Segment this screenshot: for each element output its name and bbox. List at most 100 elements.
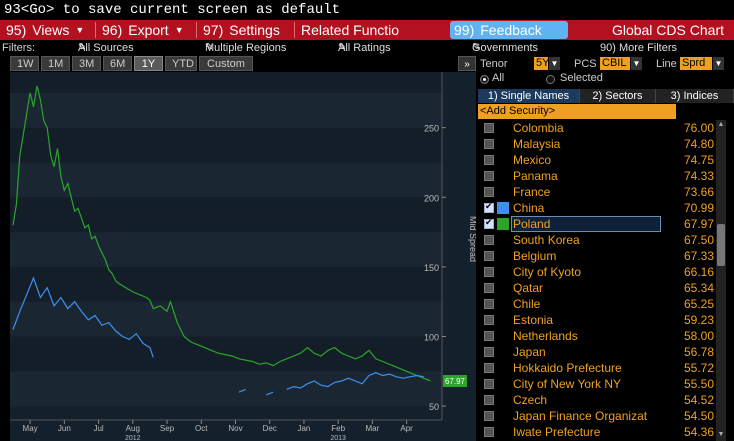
range-tab-1y[interactable]: 1Y xyxy=(134,56,163,71)
list-item[interactable]: Iwate Prefecture 54.36 xyxy=(478,424,716,440)
row-checkbox[interactable] xyxy=(484,201,494,213)
views-menu-label: Views xyxy=(32,22,70,38)
y-tick-label: 50 xyxy=(429,402,439,412)
series-color-swatch[interactable] xyxy=(497,202,509,214)
row-checkbox[interactable] xyxy=(484,379,494,389)
pcs-dropdown[interactable]: CBIL xyxy=(600,57,630,70)
row-checkbox[interactable] xyxy=(484,171,494,181)
pcs-label: PCS xyxy=(574,58,597,70)
row-checkbox[interactable] xyxy=(484,123,494,133)
row-checkbox[interactable] xyxy=(484,155,494,165)
row-checkbox[interactable] xyxy=(484,411,494,421)
range-tab-custom[interactable]: Custom xyxy=(199,56,253,71)
list-item[interactable]: Netherlands 58.00 xyxy=(478,328,716,344)
command-line[interactable]: 93<Go> to save current screen as default xyxy=(0,0,734,20)
chevron-down-icon[interactable]: ▼ xyxy=(549,57,560,70)
list-item[interactable]: Japan Finance Organizat 54.50 xyxy=(478,408,716,424)
x-tick-label: Oct xyxy=(195,424,208,433)
selected-radio[interactable] xyxy=(546,75,555,84)
list-item[interactable]: City of New York NY 55.50 xyxy=(478,376,716,392)
row-value: 58.00 xyxy=(683,329,714,343)
list-item[interactable]: Colombia 76.00 xyxy=(478,120,716,136)
more-filters-button[interactable]: 90) More Filters xyxy=(600,42,678,54)
range-tab-3m[interactable]: 3M xyxy=(72,56,101,71)
row-name: City of Kyoto xyxy=(513,265,582,279)
y-tick-label: 150 xyxy=(424,263,439,273)
range-tab-1m[interactable]: 1M xyxy=(41,56,70,71)
row-checkbox[interactable] xyxy=(484,235,494,245)
list-item[interactable]: Mexico 74.75 xyxy=(478,152,716,168)
range-tab-ytd[interactable]: YTD xyxy=(165,56,197,71)
all-radio[interactable] xyxy=(480,75,489,84)
chevron-down-icon[interactable]: ▼ xyxy=(631,57,642,70)
chart-band xyxy=(10,371,442,407)
row-checkbox[interactable] xyxy=(484,427,494,437)
list-item[interactable]: Hokkaido Prefecture 55.72 xyxy=(478,360,716,376)
tenor-dropdown[interactable]: 5Y xyxy=(534,57,550,70)
row-checkbox[interactable] xyxy=(484,217,494,229)
tab-single-names[interactable]: 1) Single Names xyxy=(478,89,580,103)
series-line-china xyxy=(12,276,424,396)
list-scrollbar[interactable]: ▲ ▼ xyxy=(716,120,726,441)
row-value: 70.99 xyxy=(683,201,714,215)
row-checkbox[interactable] xyxy=(484,187,494,197)
menu-divider xyxy=(294,22,295,38)
right-panel: Tenor 5Y ▼ PCS CBIL ▼ Line Sprd ▼ All Se… xyxy=(478,56,734,441)
scrollbar-thumb[interactable] xyxy=(717,224,725,266)
scroll-down-icon[interactable]: ▼ xyxy=(717,431,725,438)
list-item[interactable]: Qatar 65.34 xyxy=(478,280,716,296)
row-name: Malaysia xyxy=(513,137,561,151)
settings-menu[interactable]: 97) Settings xyxy=(197,20,294,40)
double-chevron-right-icon[interactable]: » xyxy=(458,56,476,71)
range-tab-1w[interactable]: 1W xyxy=(10,56,39,71)
row-checkbox[interactable] xyxy=(484,299,494,309)
filters-label: Filters: xyxy=(2,42,35,54)
settings-menu-label: Settings xyxy=(229,22,280,38)
x-tick-label: Mar xyxy=(365,424,379,433)
tab-sectors[interactable]: 2) Sectors xyxy=(580,89,656,103)
row-checkbox[interactable] xyxy=(484,251,494,261)
list-item[interactable]: France 73.66 xyxy=(478,184,716,200)
row-checkbox[interactable] xyxy=(484,363,494,373)
row-name: Chile xyxy=(513,297,541,311)
range-tab-6m[interactable]: 6M xyxy=(103,56,132,71)
cds-chart: 50 100 150 200 250 Mid Spread May Jun Jul Aug Sep O… xyxy=(10,58,478,441)
list-item[interactable]: Poland 67.97 xyxy=(478,216,716,232)
series-color-swatch[interactable] xyxy=(497,218,509,230)
add-security-field[interactable]: <Add Security> xyxy=(478,104,676,119)
list-item[interactable]: Malaysia 74.80 xyxy=(478,136,716,152)
row-checkbox[interactable] xyxy=(484,267,494,277)
row-checkbox[interactable] xyxy=(484,395,494,405)
scroll-up-icon[interactable]: ▲ xyxy=(717,121,725,128)
y-tick-label: 250 xyxy=(424,124,439,134)
row-name: Belgium xyxy=(513,249,557,263)
list-item[interactable]: City of Kyoto 66.16 xyxy=(478,264,716,280)
list-item[interactable]: Japan 56.78 xyxy=(478,344,716,360)
feedback-button[interactable]: 99) Feedback xyxy=(450,21,568,39)
row-checkbox[interactable] xyxy=(484,347,494,357)
views-menu[interactable]: 95) Views ▼ xyxy=(0,20,95,40)
chevron-down-icon[interactable]: ▼ xyxy=(713,57,724,70)
row-checkbox[interactable] xyxy=(484,139,494,149)
row-value: 73.66 xyxy=(683,185,714,199)
x-tick-label: Dec xyxy=(263,424,277,433)
list-item[interactable]: Estonia 59.23 xyxy=(478,312,716,328)
row-value: 67.50 xyxy=(683,233,714,247)
list-item[interactable]: Belgium 67.33 xyxy=(478,248,716,264)
related-functions-menu[interactable]: Related Functio xyxy=(295,20,415,40)
row-checkbox[interactable] xyxy=(484,283,494,293)
list-item[interactable]: South Korea 67.50 xyxy=(478,232,716,248)
list-item[interactable]: Panama 74.33 xyxy=(478,168,716,184)
row-checkbox[interactable] xyxy=(484,331,494,341)
list-item[interactable]: China 70.99 xyxy=(478,200,716,216)
line-dropdown[interactable]: Sprd xyxy=(680,57,712,70)
row-checkbox[interactable] xyxy=(484,315,494,325)
chart-band xyxy=(10,232,442,267)
list-item[interactable]: Czech 54.52 xyxy=(478,392,716,408)
list-item[interactable]: Chile 65.25 xyxy=(478,296,716,312)
row-value: 59.23 xyxy=(683,313,714,327)
row-value: 74.80 xyxy=(683,137,714,151)
export-menu[interactable]: 96) Export ▼ xyxy=(96,20,196,40)
tab-indices[interactable]: 3) Indices xyxy=(656,89,734,103)
range-tabs: 1W 1M 3M 6M 1Y YTD Custom xyxy=(10,56,253,72)
